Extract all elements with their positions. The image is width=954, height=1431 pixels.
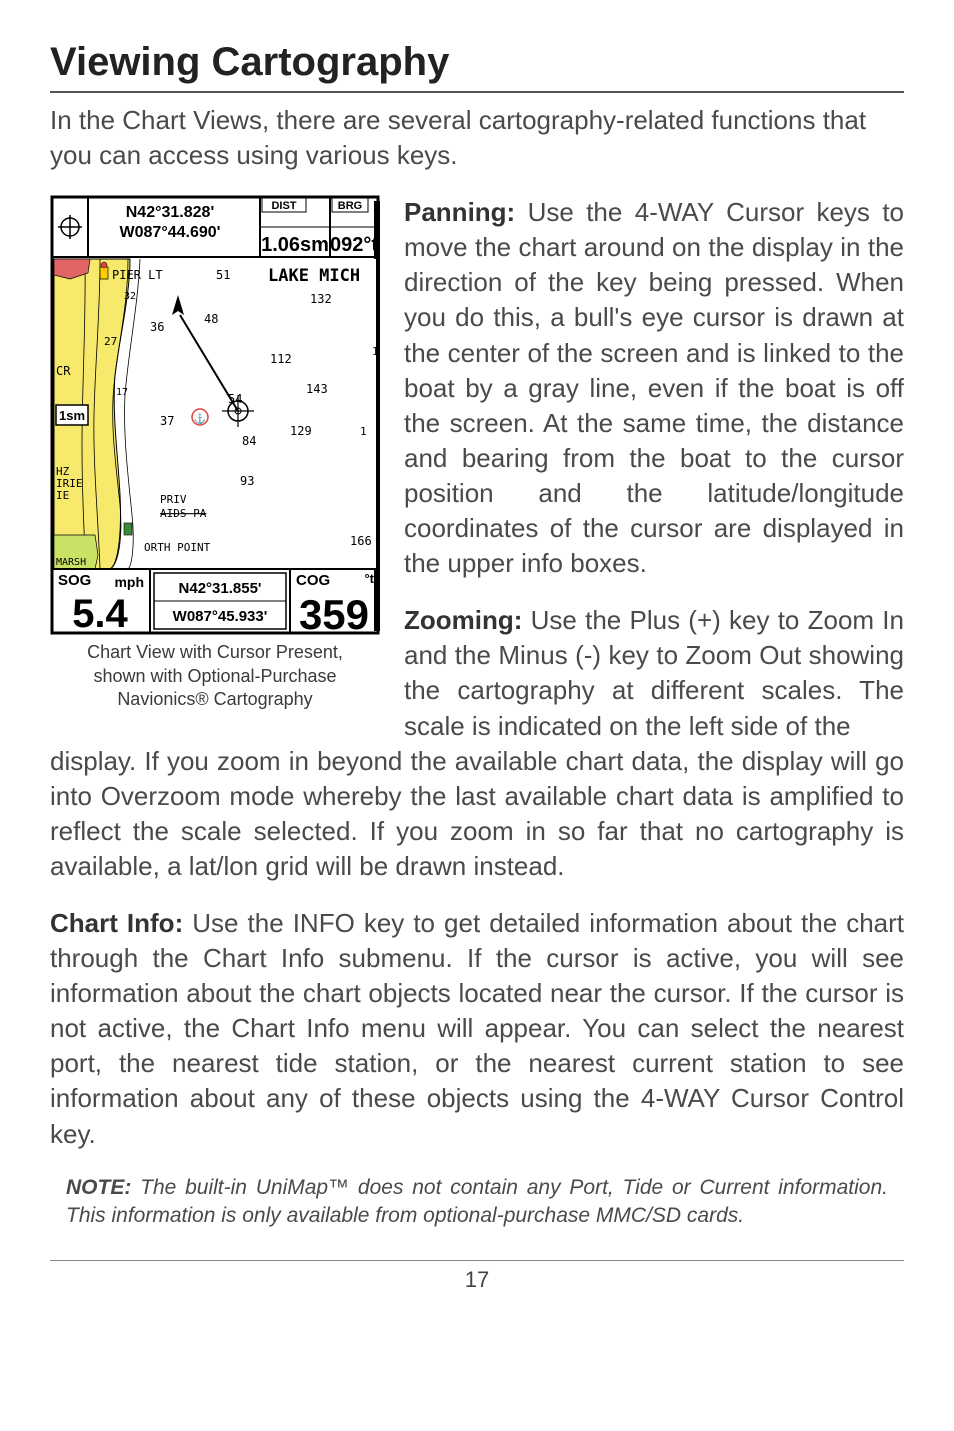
intro-text: In the Chart Views, there are several ca… <box>50 103 904 173</box>
svg-text:166: 166 <box>350 534 372 548</box>
page-title: Viewing Cartography <box>50 40 904 85</box>
svg-text:1sm: 1sm <box>59 408 85 423</box>
svg-text:17: 17 <box>116 387 128 398</box>
svg-text:84: 84 <box>242 434 256 448</box>
svg-text:5.4: 5.4 <box>72 592 128 635</box>
svg-text:32: 32 <box>124 291 136 302</box>
svg-text:36: 36 <box>150 320 164 334</box>
svg-text:⚓: ⚓ <box>194 412 206 425</box>
chartinfo-paragraph: Chart Info: Use the INFO key to get deta… <box>50 906 904 1152</box>
svg-text:359: 359 <box>299 591 369 635</box>
svg-text:PIER LT: PIER LT <box>112 268 163 282</box>
svg-text:132: 132 <box>310 292 332 306</box>
svg-text:27: 27 <box>104 335 117 348</box>
svg-text:N42°31.828': N42°31.828' <box>126 204 215 221</box>
svg-text:N42°31.855': N42°31.855' <box>179 580 262 597</box>
figure-caption: Chart View with Cursor Present, shown wi… <box>50 641 380 711</box>
svg-text:BRG: BRG <box>338 200 362 212</box>
svg-text:37: 37 <box>160 414 174 428</box>
svg-text:CR: CR <box>56 364 71 378</box>
svg-text:143: 143 <box>306 382 328 396</box>
svg-text:112: 112 <box>270 352 292 366</box>
svg-text:MARSH: MARSH <box>56 557 86 568</box>
svg-text:48: 48 <box>204 312 218 326</box>
zooming-paragraph-bottom: display. If you zoom in beyond the avail… <box>50 744 904 884</box>
chart-figure: N42°31.828' W087°44.690' DIST 1.06sm BRG… <box>50 195 380 711</box>
svg-text:°t: °t <box>364 571 374 586</box>
svg-text:93: 93 <box>240 474 254 488</box>
svg-text:mph: mph <box>114 574 144 590</box>
svg-text:SOG: SOG <box>58 572 91 589</box>
note-paragraph: NOTE: The built-in UniMap™ does not cont… <box>66 1174 888 1231</box>
svg-text:DIST: DIST <box>271 200 296 212</box>
svg-text:COG: COG <box>296 572 330 589</box>
svg-text:092°t: 092°t <box>330 234 378 256</box>
svg-text:ORTH POINT: ORTH POINT <box>144 541 211 554</box>
svg-text:W087°44.690': W087°44.690' <box>120 224 221 241</box>
bottom-rule <box>50 1260 904 1261</box>
svg-text:129: 129 <box>290 424 312 438</box>
svg-text:AIDS PA: AIDS PA <box>160 507 207 520</box>
svg-text:IE: IE <box>56 489 69 502</box>
svg-text:1: 1 <box>360 425 367 438</box>
svg-text:W087°45.933': W087°45.933' <box>173 608 268 625</box>
title-rule <box>50 91 904 93</box>
svg-text:1: 1 <box>372 345 379 358</box>
svg-text:PRIV: PRIV <box>160 493 187 506</box>
page-number: 17 <box>50 1267 904 1293</box>
svg-text:1.06sm: 1.06sm <box>261 234 329 256</box>
svg-text:51: 51 <box>216 268 230 282</box>
svg-text:LAKE MICH: LAKE MICH <box>268 266 360 286</box>
